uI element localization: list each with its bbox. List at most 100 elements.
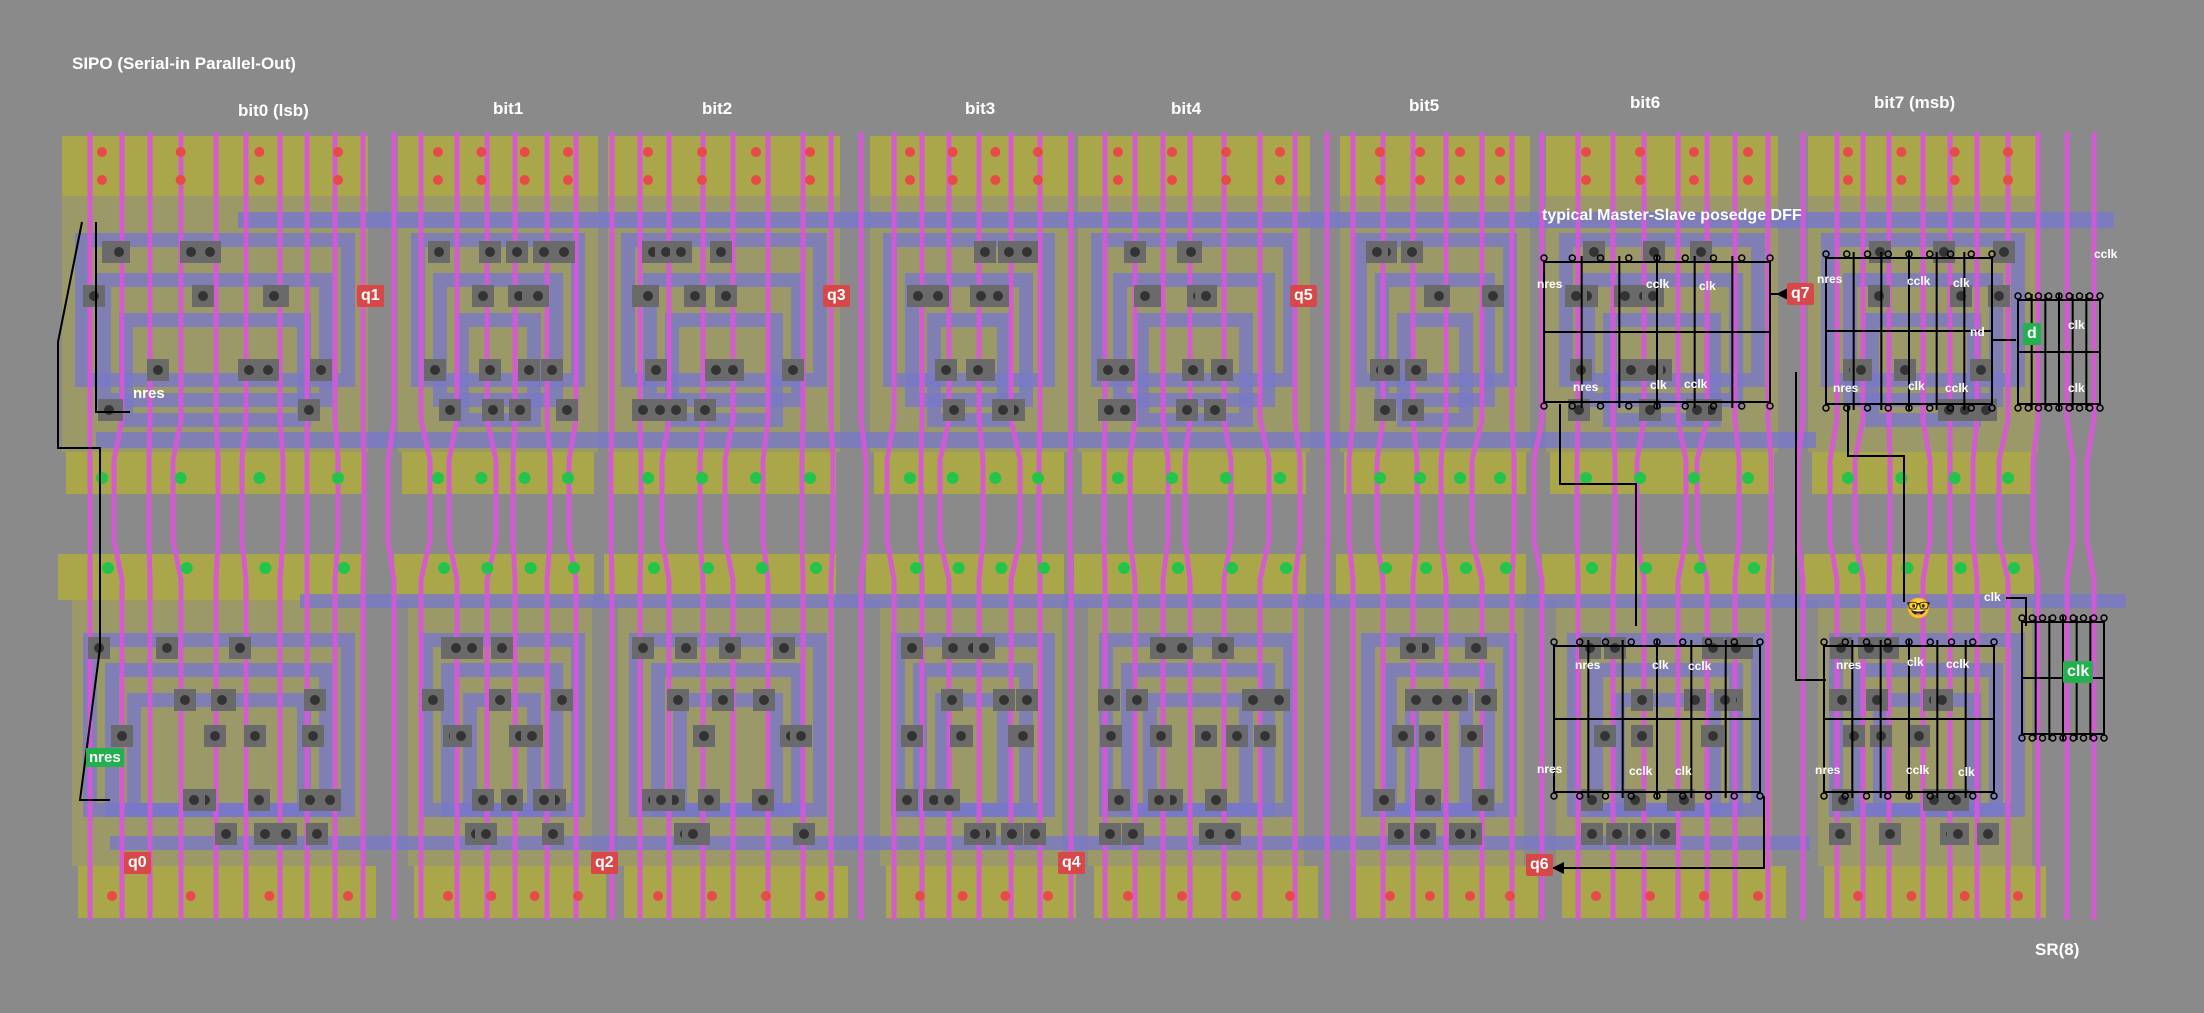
poly-line <box>1610 132 1618 920</box>
vdd-contact <box>433 175 443 185</box>
vdd-contact <box>947 175 958 185</box>
poly-line <box>111 132 125 920</box>
poly-line <box>858 132 869 920</box>
output-q3: q3 <box>823 285 850 307</box>
contact-dot <box>1106 731 1116 741</box>
contact-dot <box>1587 795 1597 805</box>
vdd-contact <box>1177 891 1187 901</box>
contact-dot <box>1620 291 1630 301</box>
contact-dot <box>1120 405 1130 415</box>
gnd-contact <box>804 472 816 484</box>
contact-dot <box>1379 795 1389 805</box>
sig-clk: clk <box>1953 276 1970 290</box>
contact-dot <box>1156 643 1166 653</box>
vdd-contact <box>751 147 761 157</box>
output-q7: q7 <box>1787 283 1814 305</box>
gnd-contact <box>1640 562 1652 574</box>
gnd-contact <box>910 562 922 574</box>
contact-dot <box>1132 695 1142 705</box>
contact-dot <box>956 731 966 741</box>
vdd-contact <box>107 891 117 901</box>
sig-clk: clk <box>1984 590 2001 604</box>
gnd-contact <box>1742 472 1754 484</box>
vdd-contact <box>643 147 653 157</box>
schematic-node <box>2024 292 2032 300</box>
diffusion-rail <box>1344 452 1526 494</box>
contact-dot <box>524 365 534 375</box>
schematic-node <box>2086 292 2094 300</box>
vdd-contact <box>1689 175 1699 185</box>
vdd-contact <box>1505 891 1515 901</box>
vdd-contact <box>1906 891 1917 901</box>
gnd-contact <box>1414 472 1426 484</box>
poly-line <box>1795 132 1806 920</box>
vdd-contact <box>254 147 265 157</box>
schematic-node <box>2024 404 2032 412</box>
contact-dot <box>1838 795 1848 805</box>
poly-line <box>608 132 615 920</box>
contact-dot <box>254 795 264 805</box>
gnd-contact <box>568 562 580 574</box>
schematic-node <box>1988 250 1996 258</box>
contact-dot <box>1626 365 1636 375</box>
contact-dot <box>548 829 558 839</box>
contact-dot <box>198 291 208 301</box>
vdd-contact <box>1896 175 1907 185</box>
contact-dot <box>1874 291 1884 301</box>
arrow-head <box>1552 862 1564 874</box>
contact-dot <box>638 643 648 653</box>
contact-dot <box>260 829 270 839</box>
sig-nres: nres <box>1537 277 1563 291</box>
poly-line <box>1292 132 1303 920</box>
schematic-node <box>2075 404 2084 412</box>
contact-dot <box>512 247 522 257</box>
contact-dot <box>557 695 567 705</box>
schematic-node <box>2018 734 2026 742</box>
sig-cclk: cclk <box>1906 763 1930 777</box>
output-q4: q4 <box>1058 852 1085 874</box>
metal-loop <box>643 273 805 407</box>
contact-dot <box>1706 405 1716 415</box>
contact-dot <box>1407 247 1417 257</box>
contact-dot <box>1690 695 1700 705</box>
gnd-contact <box>438 562 450 574</box>
bit-label-6: bit6 <box>1630 93 1661 112</box>
schematic-node <box>1905 792 1913 800</box>
vdd-contact <box>1495 175 1505 185</box>
contact-dot <box>788 365 798 375</box>
vdd-contact <box>1743 175 1753 185</box>
schematic-node <box>2014 292 2022 300</box>
gnd-contact <box>481 562 494 574</box>
gnd-contact <box>1580 472 1592 484</box>
contact-dot <box>1939 247 1949 257</box>
vdd-contact <box>643 175 653 185</box>
vdd-contact <box>2003 147 2013 157</box>
contact-dot <box>153 365 163 375</box>
schematic-node <box>1681 402 1689 410</box>
schematic-node <box>1709 402 1718 410</box>
contact-dot <box>485 247 495 257</box>
schematic-node <box>1550 792 1558 800</box>
vdd-contact <box>486 891 497 901</box>
vdd-contact <box>805 147 815 157</box>
vdd-contact <box>1581 147 1591 157</box>
contact-dot <box>1154 795 1164 805</box>
contact-dot <box>699 731 709 741</box>
schematic-node <box>1679 638 1687 646</box>
gnd-contact <box>1634 472 1646 484</box>
sig-clk: clk <box>1675 764 1692 778</box>
contact-dot <box>1210 405 1220 415</box>
bit-label-4: bit4 <box>1171 99 1202 118</box>
contact-dot <box>162 643 172 653</box>
schematic-node <box>1681 254 1689 262</box>
schematic-node <box>1679 792 1687 800</box>
contact-dot <box>1692 405 1702 415</box>
contact-dot <box>481 829 491 839</box>
contact-dot <box>947 695 957 705</box>
vdd-contact <box>1425 891 1435 901</box>
contact-dot <box>676 247 686 257</box>
vdd-contact <box>1455 175 1465 185</box>
gnd-contact <box>518 472 531 484</box>
contact-dot <box>189 795 199 805</box>
